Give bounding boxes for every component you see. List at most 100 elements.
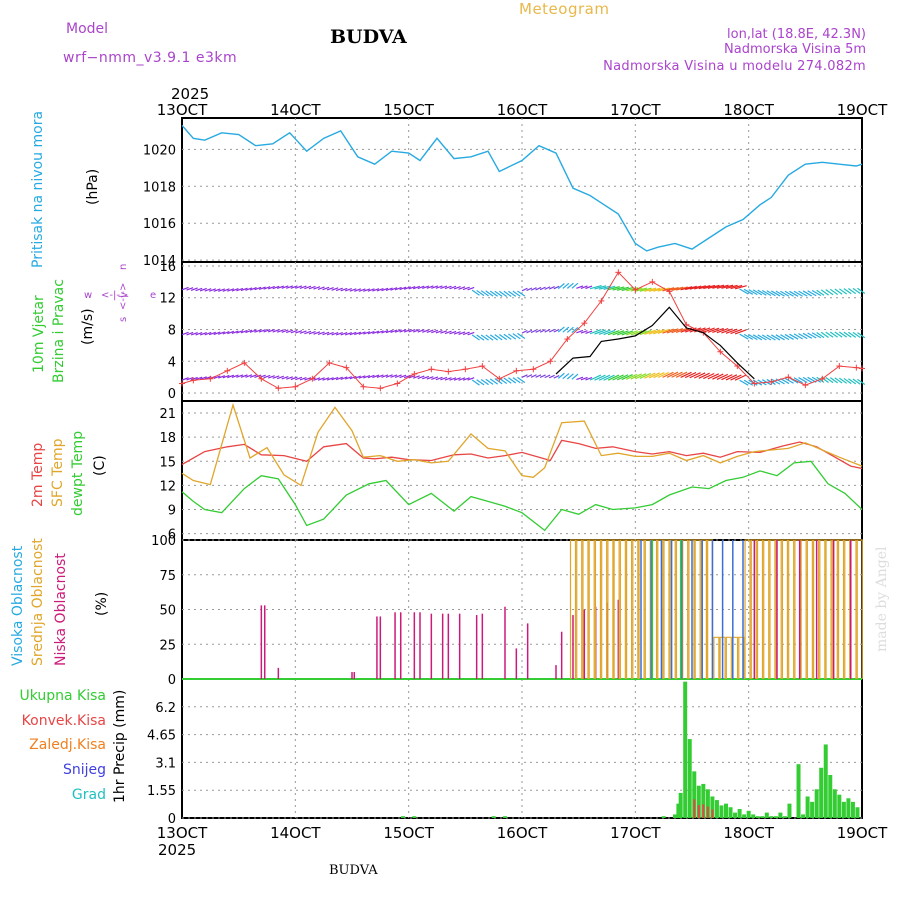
cloud-mid-bar xyxy=(594,539,602,679)
wind-arrow xyxy=(476,379,485,386)
model-label: Model xyxy=(66,21,108,37)
precip-bar xyxy=(673,814,677,818)
wind-arrow xyxy=(530,287,537,291)
cloud-unit: (%) xyxy=(94,592,110,616)
year-bottom: 2025 xyxy=(158,841,196,859)
wind-arrow xyxy=(462,286,470,291)
wind-arrow xyxy=(580,376,588,381)
wind-arrow xyxy=(757,334,767,341)
wind-arrow xyxy=(517,332,526,340)
wind-arrow xyxy=(199,376,207,380)
cloud-bars xyxy=(182,539,863,680)
wind-arrow xyxy=(331,331,339,336)
cloud-mid-bar xyxy=(744,539,751,679)
wind-arrow xyxy=(276,329,284,333)
wind-arrow xyxy=(707,373,719,380)
precip-bar xyxy=(841,801,846,818)
wind-arrow xyxy=(508,377,517,384)
wind-arrow xyxy=(825,376,834,384)
wind-arrow xyxy=(734,374,747,381)
wind-arrow xyxy=(358,288,366,292)
wind-arrow xyxy=(594,329,607,335)
coords-label: lon,lat (18.8E, 42.3N) xyxy=(727,27,866,42)
wind-arrow xyxy=(263,374,271,379)
wind-arrow xyxy=(657,371,670,379)
wind-arrow xyxy=(190,332,198,336)
wind-arrow xyxy=(258,329,266,333)
wind-arrow xyxy=(471,334,480,341)
wind-arrow xyxy=(372,374,380,379)
wind-arrow xyxy=(440,330,448,334)
wind-arrow xyxy=(580,285,588,289)
wind-arrow xyxy=(354,331,362,336)
wind-arrow xyxy=(263,329,271,333)
wind-arrow xyxy=(512,377,521,384)
wind-arrow xyxy=(381,374,389,378)
x-tick-bottom-2: 15OCT xyxy=(383,824,434,842)
wind-arrow xyxy=(449,330,457,335)
wind-arrow xyxy=(440,285,448,289)
cloud-panel: Visoka Oblacnost Srednja Oblacnost Niska… xyxy=(10,534,863,688)
wind-arrow xyxy=(666,328,679,334)
wind-ytick-1: 12 xyxy=(159,292,176,307)
wind-arrow xyxy=(254,374,262,378)
wind-arrow xyxy=(802,332,813,339)
cloud-mid-bar xyxy=(806,539,813,679)
wind-arrow xyxy=(381,329,389,334)
wind-arrow xyxy=(254,286,262,291)
wind-arrow xyxy=(412,329,420,333)
wind-arrow xyxy=(789,333,799,340)
wind-ytick-4: 0 xyxy=(168,387,176,402)
wind-arrow xyxy=(408,286,416,290)
wind-arrow xyxy=(349,375,357,380)
precip-bar xyxy=(773,816,778,818)
wind-arrow xyxy=(186,287,194,291)
dir-arrow-h: <-|-> xyxy=(101,290,128,301)
year-top: 2025 xyxy=(171,85,209,103)
wind-arrow xyxy=(444,330,452,335)
wind-arrow xyxy=(426,376,434,380)
wind-arrow xyxy=(703,284,716,290)
precip-bar xyxy=(755,816,760,818)
precip-total-label: Ukupna Kisa xyxy=(19,688,106,704)
wind-arrow xyxy=(793,377,803,384)
wind-arrow xyxy=(734,285,747,290)
wind-arrow xyxy=(725,284,738,290)
precip-bar xyxy=(810,801,815,818)
precip-strat-label: Zaledj.Kisa xyxy=(29,737,106,753)
sfc-temp-label: SFC Temp xyxy=(50,438,66,507)
wind-arrow xyxy=(195,287,203,292)
wind-arrow xyxy=(503,333,512,340)
wind-arrow xyxy=(498,333,508,341)
x-tick-labels-bottom: 13OCT 14OCT 15OCT 16OCT 17OCT 18OCT 19OCT xyxy=(157,824,888,842)
wind-arrow xyxy=(521,287,528,292)
temperature-panel: 2m Temp SFC Temp dewpt Temp (C) 21 18 15 12… xyxy=(30,402,863,543)
wind-arrow xyxy=(784,290,794,297)
wind-arrow xyxy=(716,328,729,334)
wind-arrow xyxy=(739,288,749,295)
wind-arrow xyxy=(281,285,289,289)
wind-arrow xyxy=(444,285,452,290)
precip-bar xyxy=(692,771,697,818)
wind-arrow xyxy=(635,373,647,380)
cloud-mid-bar xyxy=(663,539,670,679)
wind-arrow xyxy=(562,373,570,380)
wind-arrow xyxy=(685,285,697,291)
cloud-mid-bar xyxy=(669,539,676,679)
precip-bar xyxy=(676,803,681,818)
wind-arrow xyxy=(186,331,194,336)
precip-bar xyxy=(683,681,688,818)
wind-arrow xyxy=(435,329,443,334)
wind-arrow xyxy=(571,282,579,289)
wind-arrow xyxy=(793,333,803,340)
wind-arrow xyxy=(630,330,643,336)
wind-arrow xyxy=(408,329,416,333)
precip-conv-bar xyxy=(706,806,709,818)
cloud-mid-bar xyxy=(725,636,732,679)
wind-arrow xyxy=(281,375,289,380)
cloud-mid-bar xyxy=(800,539,807,679)
wind-arrow xyxy=(254,329,262,333)
wind-arrow xyxy=(689,285,702,290)
wind-arrow xyxy=(458,331,466,335)
wind-arrow xyxy=(240,329,248,334)
